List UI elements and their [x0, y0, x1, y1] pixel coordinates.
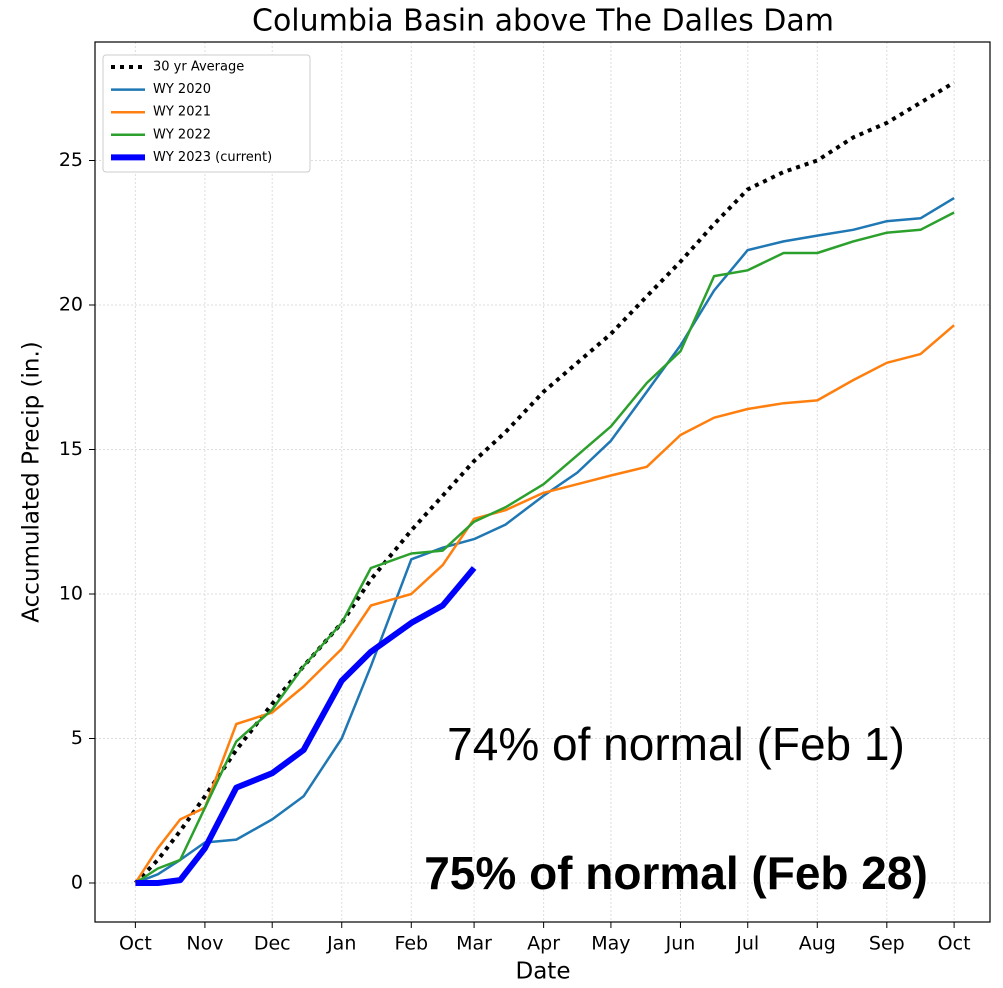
- x-tick-label: Aug: [799, 933, 836, 955]
- x-tick-label: Oct: [938, 933, 971, 955]
- series-line: [134, 324, 955, 884]
- y-tick-label: 25: [59, 149, 83, 171]
- x-tick-label: Jan: [326, 933, 356, 955]
- x-tick-label: Oct: [119, 933, 152, 955]
- y-tick-label: 10: [59, 582, 83, 604]
- legend-label: WY 2020: [153, 82, 211, 97]
- x-tick-label: May: [591, 933, 630, 955]
- x-tick-label: Apr: [527, 933, 560, 955]
- legend-label: WY 2023 (current): [153, 150, 272, 165]
- series-line: [134, 197, 955, 885]
- series-line: [135, 566, 477, 886]
- plot-frame: [94, 41, 991, 923]
- x-tick-label: Jul: [735, 933, 759, 955]
- annotation: 75% of normal (Feb 28): [424, 847, 928, 899]
- x-tick-label: Nov: [186, 933, 223, 955]
- legend-label: WY 2022: [153, 127, 211, 142]
- x-tick-label: Feb: [394, 933, 428, 955]
- legend-label: 30 yr Average: [153, 60, 244, 75]
- x-tick-label: Mar: [456, 933, 492, 955]
- x-axis-label: Date: [516, 959, 571, 985]
- series-line: [134, 211, 955, 885]
- y-axis-label: Accumulated Precip (in.): [19, 341, 45, 622]
- chart-title: Columbia Basin above The Dalles Dam: [252, 4, 834, 39]
- legend-label: WY 2021: [153, 105, 211, 120]
- series-line: [133, 80, 956, 885]
- y-tick-label: 0: [71, 871, 83, 893]
- x-tick-label: Sep: [869, 933, 905, 955]
- legend-box: [102, 54, 311, 173]
- x-tick-label: Dec: [254, 933, 291, 955]
- y-tick-label: 20: [59, 293, 83, 315]
- x-tick-label: Jun: [665, 933, 696, 955]
- y-tick-label: 15: [59, 438, 83, 460]
- y-tick-label: 5: [71, 727, 83, 749]
- annotation: 74% of normal (Feb 1): [447, 718, 905, 770]
